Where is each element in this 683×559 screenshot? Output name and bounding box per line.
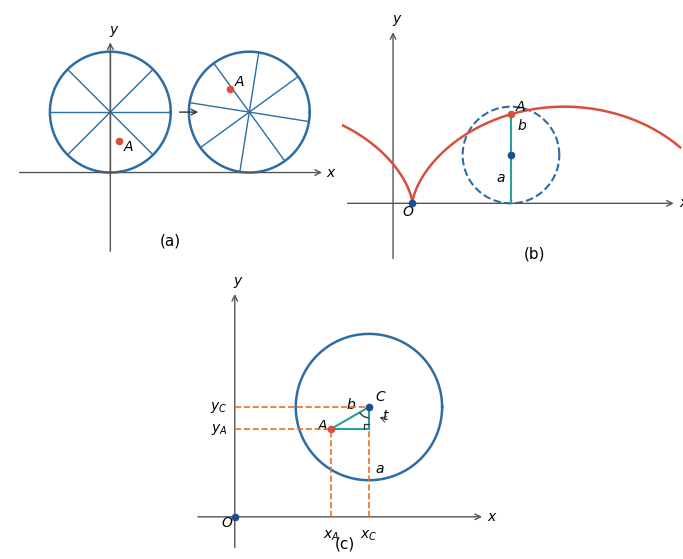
Text: t: t	[382, 410, 388, 424]
Text: A: A	[318, 419, 327, 433]
Text: y: y	[392, 12, 400, 26]
Text: $y_A$: $y_A$	[211, 421, 227, 437]
Text: $x_A$: $x_A$	[322, 529, 339, 543]
Text: A: A	[124, 140, 133, 154]
Text: A: A	[516, 100, 525, 114]
Text: O: O	[221, 516, 232, 530]
Text: x: x	[326, 165, 335, 179]
Text: a: a	[375, 462, 384, 476]
Text: x: x	[488, 510, 496, 524]
Text: (a): (a)	[161, 233, 181, 248]
Text: y: y	[234, 274, 242, 288]
Text: x: x	[680, 196, 683, 210]
Text: b: b	[518, 119, 526, 133]
Text: y: y	[109, 22, 117, 36]
Text: $x_C$: $x_C$	[360, 529, 378, 543]
Text: a: a	[497, 170, 505, 184]
Text: b: b	[347, 398, 356, 412]
Text: $y_C$: $y_C$	[210, 400, 227, 415]
Text: (c): (c)	[335, 537, 354, 552]
Text: C: C	[375, 390, 385, 404]
Text: (b): (b)	[524, 246, 546, 261]
Text: O: O	[403, 205, 414, 219]
Text: A: A	[235, 75, 245, 89]
